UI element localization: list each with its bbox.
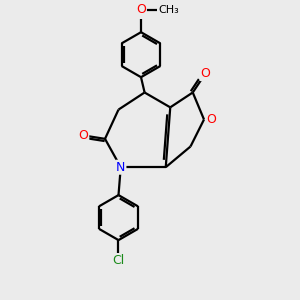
- Text: CH₃: CH₃: [158, 5, 179, 15]
- Text: N: N: [116, 161, 125, 174]
- Text: O: O: [79, 129, 88, 142]
- Text: O: O: [136, 3, 146, 16]
- Text: O: O: [206, 113, 216, 126]
- Text: Cl: Cl: [112, 254, 124, 267]
- Text: O: O: [200, 67, 210, 80]
